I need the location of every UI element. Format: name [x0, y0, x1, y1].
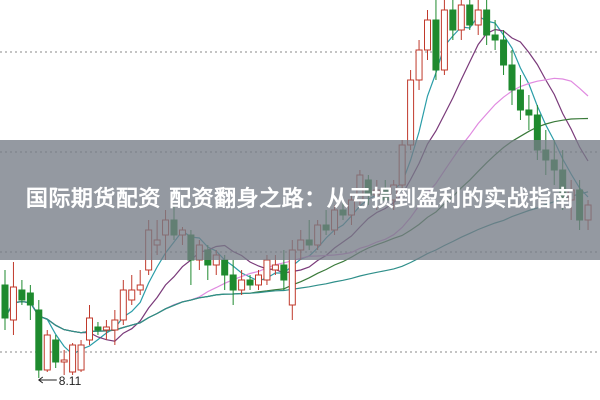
- candle-body: [457, 4, 465, 31]
- candle-body: [474, 9, 482, 26]
- candle-body: [86, 317, 93, 341]
- candle-body: [136, 284, 144, 291]
- title-overlay: 国际期货配资 配资翻身之路：从亏损到盈利的实战指南: [0, 140, 600, 260]
- candle-body: [483, 9, 491, 36]
- candle-body: [449, 9, 457, 31]
- candle-body: [9, 286, 17, 321]
- candle-body: [18, 289, 26, 301]
- candle-body: [491, 34, 499, 41]
- candle-body: [440, 9, 448, 71]
- candle-body: [52, 339, 60, 363]
- low-price-label: 8.11: [59, 374, 82, 388]
- candle-body: [43, 334, 51, 371]
- candle-body: [407, 79, 415, 146]
- candle-body: [111, 319, 119, 331]
- candle-body: [432, 19, 440, 71]
- moving-average-line: [4, 28, 589, 342]
- candle-body: [128, 289, 136, 301]
- candle-body: [263, 259, 271, 281]
- candle-body: [94, 326, 102, 331]
- candle-body: [102, 326, 110, 331]
- candle-body: [466, 4, 474, 26]
- candle-body: [1, 284, 9, 319]
- candle-body: [508, 64, 516, 91]
- candle-body: [255, 274, 262, 286]
- candle-body: [280, 264, 288, 281]
- candle-body: [516, 89, 524, 111]
- candle-body: [500, 39, 508, 66]
- candle-body: [69, 344, 77, 373]
- candle-body: [35, 309, 43, 371]
- candle-body: [424, 19, 431, 51]
- candle-body: [26, 292, 34, 306]
- candle-body: [271, 264, 279, 271]
- candle-body: [221, 259, 229, 276]
- candle-body: [238, 279, 246, 291]
- article-title: 国际期货配资 配资翻身之路：从亏损到盈利的实战指南: [25, 187, 575, 212]
- candle-body: [119, 289, 127, 321]
- candle-body: [525, 109, 533, 116]
- candle-body: [60, 359, 68, 363]
- candle-body: [415, 49, 423, 81]
- annotation-arrow-head: [37, 376, 44, 384]
- candle-body: [246, 279, 254, 286]
- candle-body: [77, 344, 85, 371]
- candle-body: [229, 274, 237, 291]
- moving-average-line: [4, 15, 589, 356]
